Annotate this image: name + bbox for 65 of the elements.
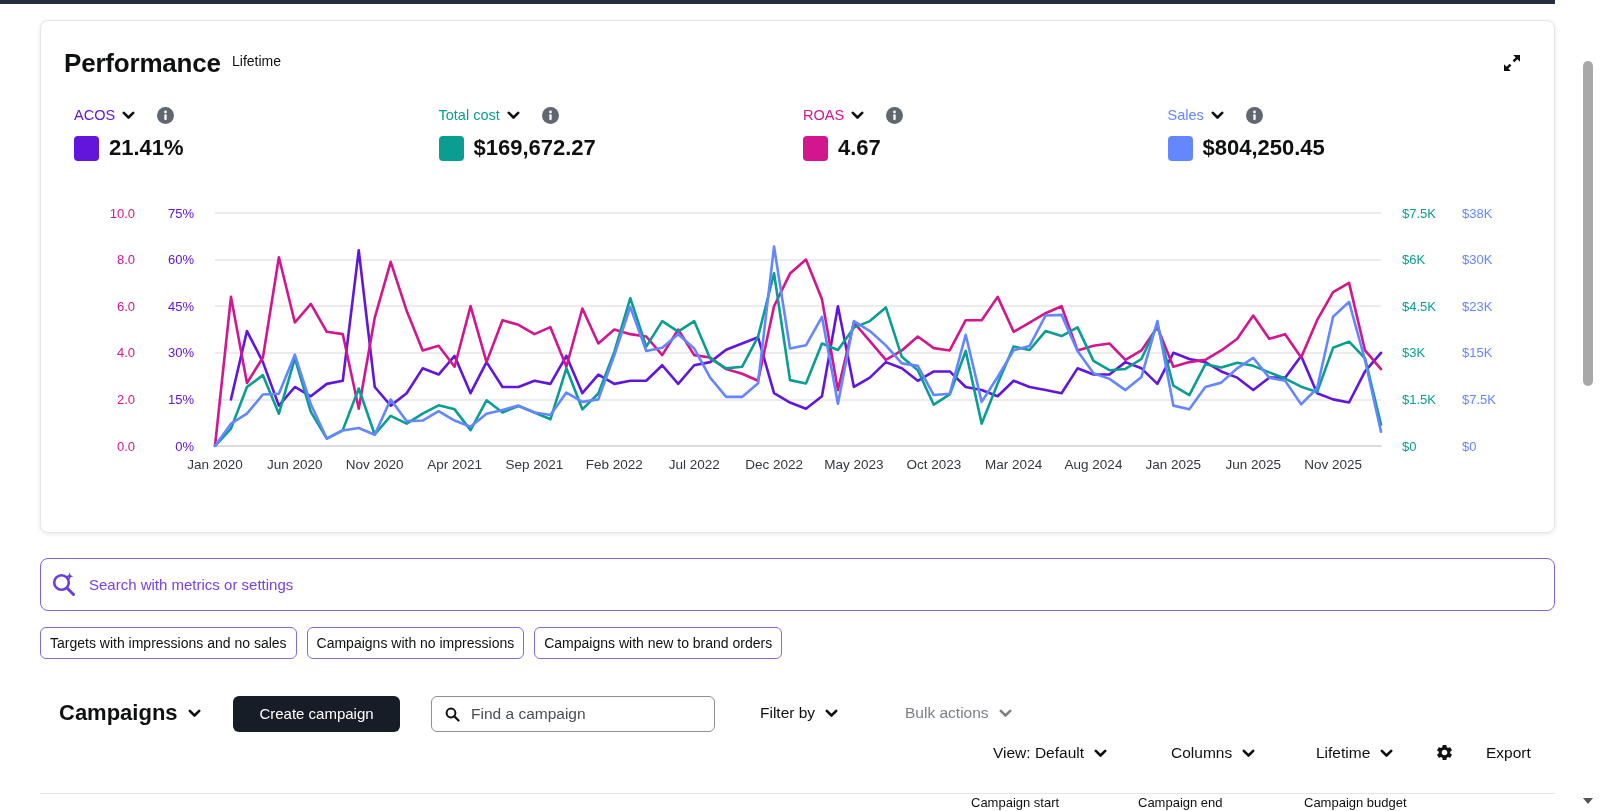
text: Export: [1486, 743, 1531, 763]
y3-tick-label: 2.0: [116, 391, 135, 407]
x-tick-label: Jan 2025: [1145, 456, 1202, 472]
x-tick-label: Jun 2020: [267, 456, 323, 472]
text: Campaign end: [1138, 795, 1223, 810]
x-tick-label: May 2023: [824, 456, 884, 472]
y-tick-label: 15%: [167, 391, 195, 407]
y3-tick-label: 4.0: [116, 345, 135, 361]
y3-tick-label: 8.0: [116, 252, 135, 268]
x-tick-label: Nov 2020: [345, 456, 404, 472]
y-tick-label: 75%: [167, 205, 195, 221]
x-tick-label: Nov 2025: [1304, 456, 1362, 472]
button: Create campaign: [233, 696, 400, 732]
y3-tick-label: 6.0: [116, 298, 135, 314]
y2-tick-label: $0: [1462, 438, 1477, 454]
text: 4.67: [838, 134, 881, 162]
y-tick-label: $0: [1402, 438, 1417, 454]
filter-chip: Campaigns with no impressions: [306, 627, 525, 659]
text: ACOS: [74, 106, 116, 124]
chart-subtitle: Lifetime: [232, 52, 282, 70]
x-tick-label: Jun 2025: [1225, 456, 1281, 472]
y2-tick-label: $30K: [1462, 252, 1493, 268]
text: Sales: [1167, 106, 1204, 124]
x-tick-label: Oct 2023: [906, 456, 962, 472]
y-tick-label: $7.5K: [1402, 205, 1437, 221]
text: 21.41%: [109, 134, 184, 162]
y-tick-label: 0%: [175, 438, 195, 454]
text: Find a campaign: [471, 704, 586, 724]
x-tick-label: Sep 2021: [505, 456, 564, 472]
y-tick-label: $3K: [1402, 345, 1426, 361]
y-tick-label: $4.5K: [1402, 298, 1437, 314]
y-tick-label: 30%: [167, 345, 195, 361]
text: Campaigns: [59, 699, 178, 727]
y2-tick-label: $23K: [1462, 298, 1493, 314]
y2-tick-label: $38K: [1462, 205, 1493, 221]
x-tick-label: Jan 2020: [187, 456, 243, 472]
y-tick-label: $6K: [1402, 252, 1426, 268]
filter-chip: Campaigns with new to brand orders: [534, 627, 783, 659]
x-tick-label: Apr 2021: [427, 456, 482, 472]
y3-tick-label: 10.0: [109, 205, 135, 221]
filter-chip: Targets with impressions and no sales: [40, 627, 297, 659]
text: Lifetime: [1316, 743, 1371, 763]
text: $804,250.45: [1202, 134, 1325, 162]
text: Campaign start: [971, 795, 1060, 810]
x-tick-label: Feb 2022: [585, 456, 643, 472]
chart-title: Performance: [64, 47, 221, 79]
text: View: Default: [993, 743, 1085, 763]
text: Columns: [1171, 743, 1233, 763]
x-tick-label: Aug 2024: [1064, 456, 1123, 472]
text: Search with metrics or settings: [89, 575, 294, 595]
y-tick-label: 45%: [167, 298, 195, 314]
text: Bulk actions: [905, 703, 989, 723]
text: Total cost: [438, 106, 500, 124]
text: ROAS: [803, 106, 845, 124]
text: Filter by: [760, 703, 816, 723]
text: $169,672.27: [473, 134, 596, 162]
y-tick-label: $1.5K: [1402, 391, 1437, 407]
x-tick-label: Mar 2024: [985, 456, 1043, 472]
x-tick-label: Jul 2022: [668, 456, 720, 472]
y2-tick-label: $15K: [1462, 345, 1493, 361]
x-tick-label: Dec 2022: [745, 456, 803, 472]
y2-tick-label: $7.5K: [1462, 391, 1497, 407]
text: Campaign budget: [1304, 795, 1407, 810]
y-tick-label: 60%: [167, 252, 195, 268]
y3-tick-label: 0.0: [116, 438, 135, 454]
